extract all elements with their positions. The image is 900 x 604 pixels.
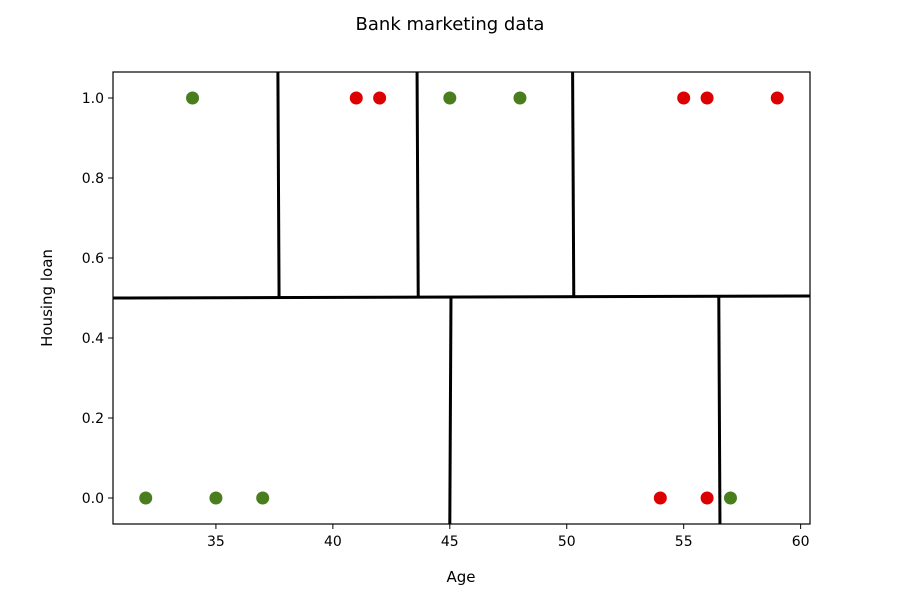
red-data-point [677,91,691,105]
chart-title: Bank marketing data [356,14,545,35]
plot-area: 35 40 45 50 55 60 0.0 0.2 0.4 0.6 0.8 1.0 [82,71,811,550]
x-tick-label: 60 [792,534,810,550]
y-tick-label: 0.8 [82,171,104,187]
decision-boundary-line [448,297,453,525]
red-data-point [653,491,667,505]
green-data-point [209,491,223,505]
green-data-point [443,91,457,105]
decision-boundary-line [717,296,722,525]
green-data-point [186,91,200,105]
axes-frame [112,71,811,525]
red-data-point [700,91,714,105]
red-data-point [349,91,363,105]
y-tick-label: 0.4 [82,331,104,347]
decision-boundary-line [415,71,420,298]
y-tick-label: 0.2 [82,411,104,427]
green-data-point [139,491,153,505]
red-data-point [700,491,714,505]
x-axis-label: Age [446,568,475,586]
x-tick-label: 40 [324,534,342,550]
red-data-point [373,91,387,105]
y-tick-label: 0.0 [82,491,104,507]
x-tick-label: 50 [558,534,576,550]
x-tick-label: 35 [207,534,225,550]
green-data-point [513,91,527,105]
x-tick-label: 45 [441,534,459,550]
x-tick-label: 55 [675,534,693,550]
green-data-point [256,491,270,505]
y-axis-label: Housing loan [38,249,56,347]
green-data-point [723,491,737,505]
red-data-point [770,91,784,105]
y-tick-label: 0.6 [82,251,104,267]
y-tick-label: 1.0 [82,91,104,107]
decision-boundary-line [276,71,281,299]
decision-boundary-line [112,294,811,300]
decision-boundary-line [571,71,576,297]
